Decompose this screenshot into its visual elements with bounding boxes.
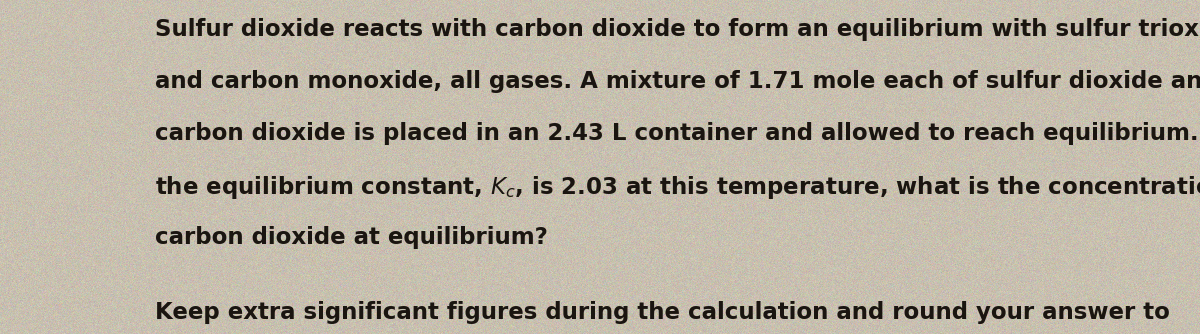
Text: the equilibrium constant, $K_c$, is 2.03 at this temperature, what is the concen: the equilibrium constant, $K_c$, is 2.03… [155, 174, 1200, 201]
Text: carbon dioxide is placed in an 2.43 L container and allowed to reach equilibrium: carbon dioxide is placed in an 2.43 L co… [155, 122, 1200, 145]
Text: carbon dioxide at equilibrium?: carbon dioxide at equilibrium? [155, 226, 548, 249]
Text: Keep extra significant figures during the calculation and round your answer to: Keep extra significant figures during th… [155, 301, 1170, 324]
Text: Sulfur dioxide reacts with carbon dioxide to form an equilibrium with sulfur tri: Sulfur dioxide reacts with carbon dioxid… [155, 18, 1200, 41]
Text: and carbon monoxide, all gases. A mixture of 1.71 mole each of sulfur dioxide an: and carbon monoxide, all gases. A mixtur… [155, 70, 1200, 93]
